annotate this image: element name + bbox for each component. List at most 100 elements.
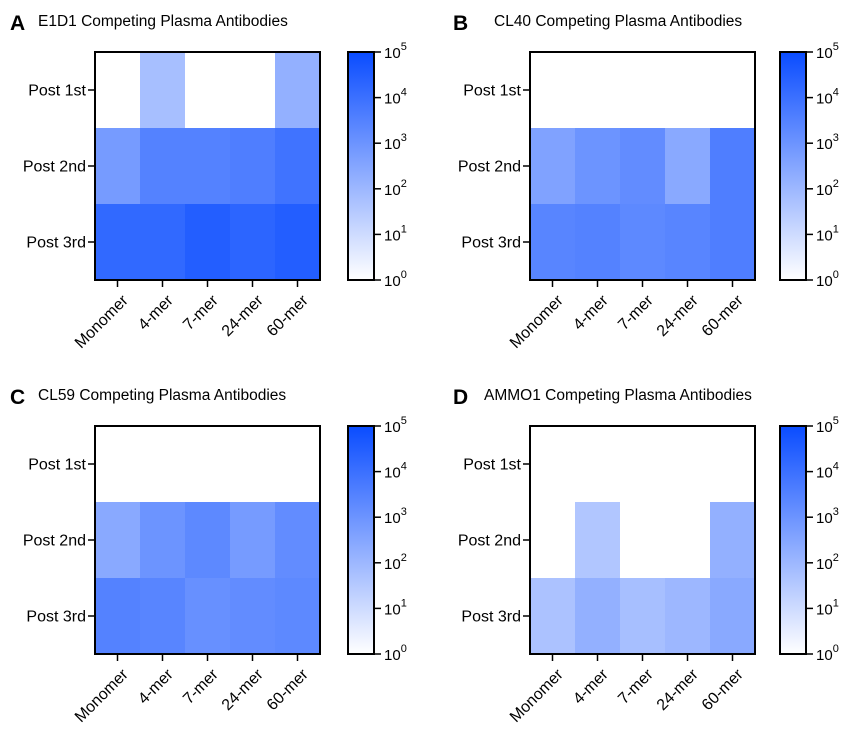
column-label: 24-mer [219, 292, 267, 340]
colorbar-tick-label: 101 [384, 223, 407, 244]
row-label: Post 2nd [23, 159, 86, 176]
heatmap-cell [275, 52, 321, 129]
heatmap-cell [140, 128, 186, 205]
heatmap-cell [140, 426, 186, 503]
heatmap-cell [185, 204, 231, 281]
heatmap-cell [140, 502, 186, 579]
colorbar-tick-label: 100 [816, 269, 839, 290]
heatmap-cell [275, 578, 321, 655]
column-label: 60-mer [699, 292, 747, 340]
heatmap-cell [230, 204, 276, 281]
colorbar-tick-label: 103 [384, 132, 407, 153]
panel-d: D AMMO1 Competing Plasma Antibodies Post 1… [453, 386, 839, 726]
heatmap-cell [575, 502, 621, 579]
heatmap-cell [230, 578, 276, 655]
heatmap-cell [140, 578, 186, 655]
heatmap-cell [665, 578, 711, 655]
heatmap-cell [185, 426, 231, 503]
heatmap-cell [95, 578, 141, 655]
row-label: Post 2nd [458, 533, 521, 550]
colorbar [347, 51, 375, 281]
panel-c: C CL59 Competing Plasma Antibodies Post 1s… [10, 386, 407, 726]
heatmap-cell [530, 426, 576, 503]
column-label: 7-mer [615, 666, 657, 708]
heatmap-cell [575, 52, 621, 129]
heatmap-cell [620, 578, 666, 655]
heatmap-cell [665, 426, 711, 503]
column-label: Monomer [72, 666, 132, 726]
column-label: 60-mer [699, 666, 747, 714]
heatmap-cell [230, 502, 276, 579]
column-label: 4-mer [135, 292, 177, 334]
heatmap-cell [665, 502, 711, 579]
heatmap-cell [230, 426, 276, 503]
heatmap-cell [185, 52, 231, 129]
heatmap-cell [575, 204, 621, 281]
row-label: Post 1st [28, 83, 86, 100]
heatmap-cell [530, 204, 576, 281]
heatmap-cell [230, 52, 276, 129]
row-label: Post 1st [463, 83, 521, 100]
colorbar-tick-label: 103 [816, 132, 839, 153]
row-label: Post 2nd [23, 533, 86, 550]
colorbar-tick-label: 104 [816, 87, 839, 108]
panel-letter: B [453, 12, 468, 35]
column-label: 7-mer [180, 292, 222, 334]
heatmap-cell [620, 128, 666, 205]
heatmap-cell [665, 52, 711, 129]
column-label: 24-mer [219, 666, 267, 714]
heatmap-cell [710, 52, 756, 129]
heatmap-cell [230, 128, 276, 205]
colorbar-tick-label: 105 [384, 415, 407, 436]
column-label: 60-mer [264, 666, 312, 714]
colorbar-tick-label: 102 [816, 178, 839, 199]
heatmap-cell [530, 578, 576, 655]
heatmap-cell [710, 502, 756, 579]
column-label: 4-mer [135, 666, 177, 708]
panel-title: AMMO1 Competing Plasma Antibodies [484, 387, 752, 404]
colorbar-tick-label: 104 [384, 461, 407, 482]
heatmap-cell [620, 426, 666, 503]
heatmap-cell [620, 204, 666, 281]
heatmap-cell [95, 426, 141, 503]
row-label: Post 1st [28, 457, 86, 474]
column-label: 7-mer [180, 666, 222, 708]
heatmap-cell [620, 502, 666, 579]
heatmap-cell [95, 204, 141, 281]
heatmap-cell [185, 502, 231, 579]
colorbar-tick-label: 102 [816, 552, 839, 573]
colorbar-tick-label: 102 [384, 552, 407, 573]
colorbar-tick-label: 101 [384, 597, 407, 618]
column-label: 24-mer [654, 666, 702, 714]
row-label: Post 3rd [461, 609, 521, 626]
colorbar-tick-label: 104 [384, 87, 407, 108]
column-label: Monomer [507, 292, 567, 352]
row-label: Post 1st [463, 457, 521, 474]
row-label: Post 3rd [26, 235, 86, 252]
heatmap-cell [575, 578, 621, 655]
column-label: 4-mer [570, 292, 612, 334]
colorbar-tick-label: 105 [816, 41, 839, 62]
colorbar-tick-label: 100 [816, 643, 839, 664]
heatmap-cell [575, 426, 621, 503]
colorbar [779, 51, 807, 281]
panel-title: CL40 Competing Plasma Antibodies [494, 13, 742, 30]
heatmap-cell [710, 128, 756, 205]
heatmap-cell [185, 128, 231, 205]
heatmap-cell [140, 204, 186, 281]
heatmap-cell [95, 128, 141, 205]
colorbar-tick-label: 101 [816, 597, 839, 618]
row-label: Post 3rd [461, 235, 521, 252]
heatmap-cell [185, 578, 231, 655]
panel-letter: D [453, 386, 468, 409]
column-label: 4-mer [570, 666, 612, 708]
colorbar-tick-label: 100 [384, 643, 407, 664]
column-label: Monomer [507, 666, 567, 726]
colorbar-tick-label: 100 [384, 269, 407, 290]
colorbar-tick-label: 103 [816, 506, 839, 527]
heatmap-cell [665, 204, 711, 281]
column-label: 7-mer [615, 292, 657, 334]
heatmap-cell [275, 204, 321, 281]
heatmap-cell [275, 502, 321, 579]
